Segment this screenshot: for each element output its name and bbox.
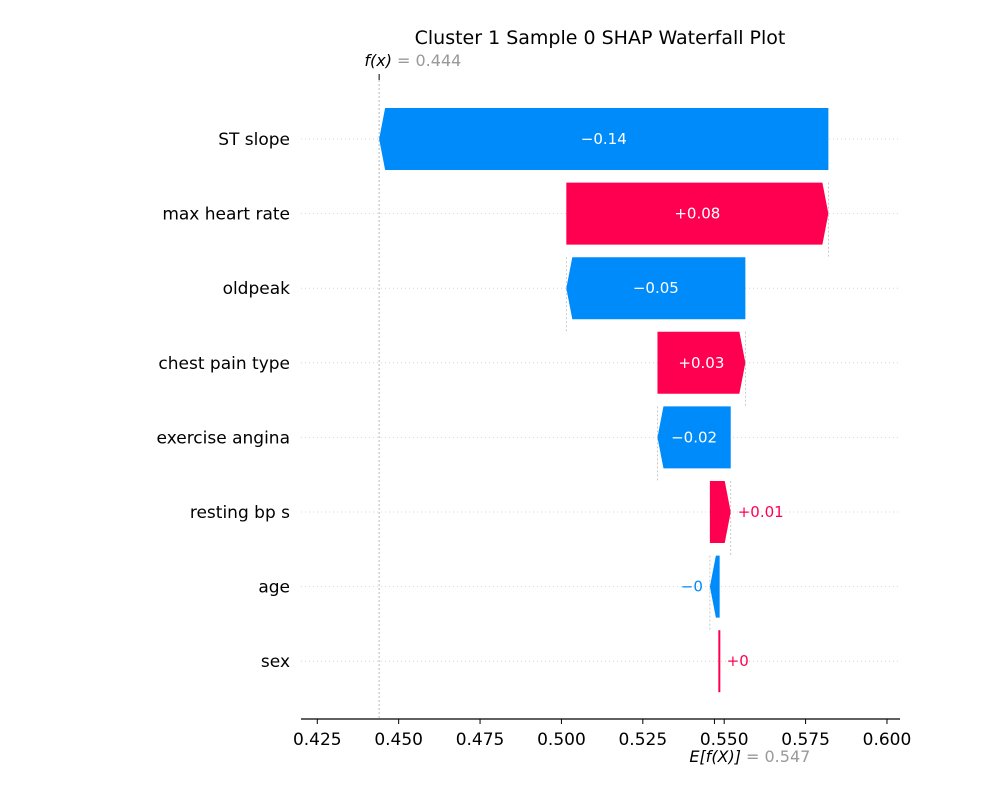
bar-value-label: +0.01	[738, 503, 784, 521]
bar-value-label: −0.14	[581, 130, 627, 148]
x-tick-label: 0.525	[618, 730, 667, 750]
shap-bar	[379, 108, 829, 170]
feature-label: sex	[261, 652, 290, 672]
x-tick-label: 0.500	[537, 730, 586, 750]
x-tick-label: 0.600	[863, 730, 912, 750]
feature-label: exercise angina	[157, 428, 290, 448]
bar-value-label: −0.05	[633, 279, 679, 297]
shap-bar	[657, 406, 731, 469]
shap-bar	[566, 182, 829, 245]
feature-label: chest pain type	[158, 354, 290, 374]
ex-value: = 0.547	[746, 747, 810, 766]
shap-bar	[657, 331, 746, 394]
fx-value: = 0.444	[397, 51, 461, 70]
bar-value-label: −0.02	[671, 428, 717, 446]
bar-value-label: +0.08	[674, 205, 720, 223]
feature-label: resting bp s	[190, 503, 290, 523]
feature-label: ST slope	[218, 130, 290, 150]
bar-value-label: +0	[727, 652, 749, 670]
ex-label: E[f(X)]	[689, 747, 741, 766]
x-tick-label: 0.550	[700, 730, 749, 750]
feature-label: max heart rate	[162, 205, 290, 225]
shap-bar	[566, 257, 746, 320]
bar-value-label: +0.03	[678, 354, 724, 372]
chart-title: Cluster 1 Sample 0 SHAP Waterfall Plot	[415, 27, 786, 49]
x-tick-label: 0.475	[456, 730, 505, 750]
x-tick-label: 0.450	[374, 730, 423, 750]
x-tick-label: 0.575	[781, 730, 830, 750]
x-tick-label: 0.425	[293, 730, 342, 750]
feature-label: age	[258, 578, 290, 598]
shap-bar	[709, 555, 720, 618]
bar-value-label: −0	[681, 578, 703, 596]
fx-label: f(x)	[364, 51, 392, 70]
shap-bar	[709, 481, 731, 543]
feature-label: oldpeak	[223, 279, 291, 299]
